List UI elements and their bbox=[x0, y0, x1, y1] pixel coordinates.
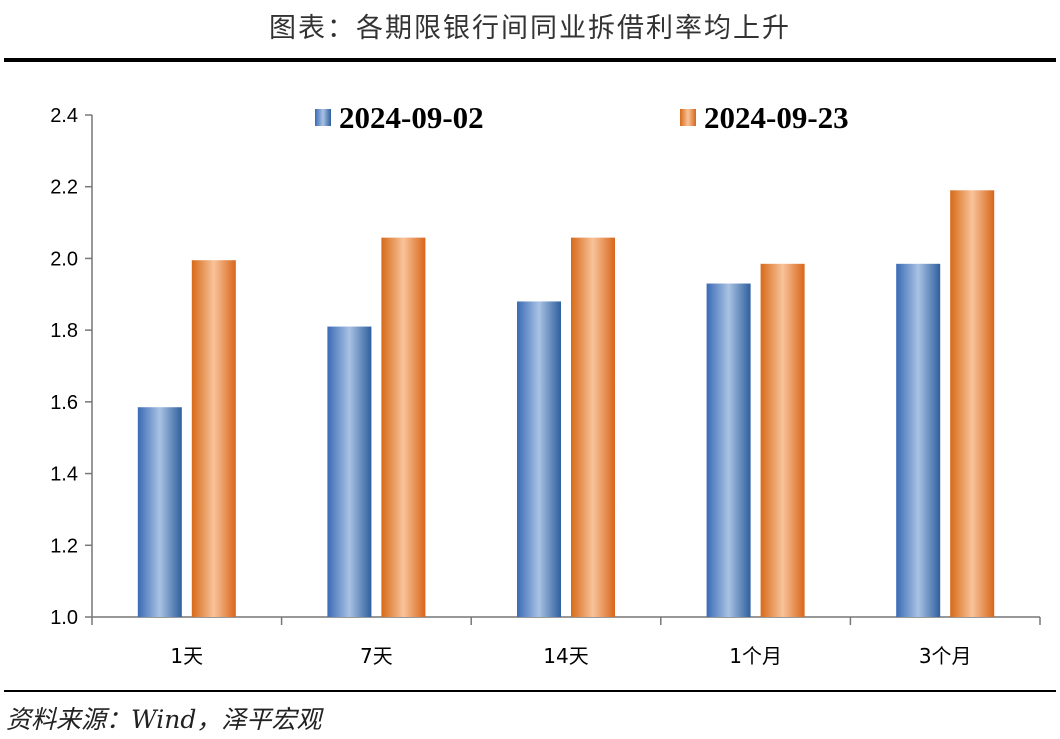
bar-series-2-0 bbox=[191, 260, 236, 617]
legend-label-series-1: 2024-09-02 bbox=[339, 100, 484, 135]
bar-series-1-0 bbox=[137, 407, 182, 617]
bar-series-1-2 bbox=[517, 301, 561, 617]
y-tick-label: 2.2 bbox=[50, 177, 78, 199]
bar-series-2-4 bbox=[950, 190, 995, 618]
legend: 2024-09-02 2024-09-23 bbox=[315, 100, 849, 135]
bar-series-2-1 bbox=[381, 237, 426, 618]
bar-chart: 2024-09-02 2024-09-23 1.0 1.2 1.4 1.6 1.8 2.0… bbox=[50, 100, 1041, 668]
bar-series-1-1 bbox=[327, 326, 372, 617]
page-title: 图表：各期限银行间同业拆借利率均上升 bbox=[269, 13, 791, 44]
y-tick-label: 1.2 bbox=[50, 535, 78, 557]
y-tick-label: 1.4 bbox=[50, 464, 78, 486]
y-tick-label: 2.0 bbox=[50, 248, 78, 270]
title-divider bbox=[4, 58, 1056, 62]
y-tick-label: 1.8 bbox=[50, 320, 78, 342]
x-category-label: 14天 bbox=[543, 644, 588, 668]
legend-swatch-series-1 bbox=[315, 109, 331, 126]
y-tick-label: 1.0 bbox=[50, 607, 78, 629]
bar-series-2-2 bbox=[571, 237, 615, 618]
bar-series-2-3 bbox=[760, 263, 805, 617]
bar-series-1-4 bbox=[896, 263, 941, 617]
source-note: 资料来源：Wind，泽平宏观 bbox=[6, 705, 322, 734]
source-divider bbox=[4, 690, 1056, 692]
x-category-label: 1天 bbox=[170, 644, 203, 668]
legend-label-series-2: 2024-09-23 bbox=[704, 100, 849, 135]
bar-series-1-3 bbox=[706, 283, 751, 617]
x-category-label: 7天 bbox=[360, 644, 393, 668]
y-tick-label: 2.4 bbox=[50, 105, 78, 127]
y-tick-label: 1.6 bbox=[50, 392, 78, 414]
x-category-label: 3个月 bbox=[919, 644, 972, 668]
legend-swatch-series-2 bbox=[680, 109, 696, 126]
x-category-label: 1个月 bbox=[729, 644, 782, 668]
